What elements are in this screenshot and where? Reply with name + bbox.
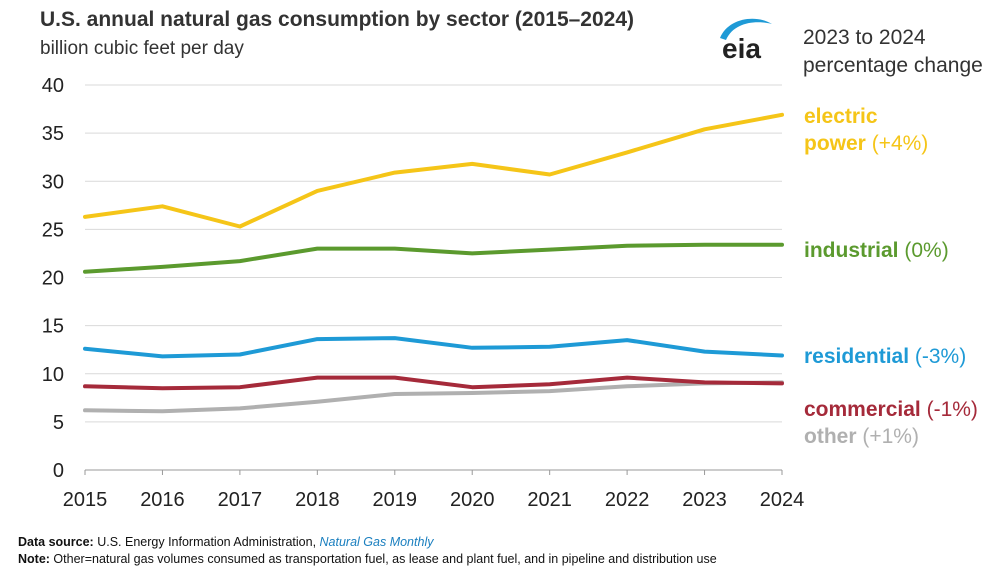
series-line-other — [83, 380, 784, 414]
y-tick-label: 30 — [42, 171, 64, 193]
x-tick-label: 2024 — [760, 489, 805, 511]
y-tick-label: 20 — [42, 268, 64, 290]
x-tick-label: 2022 — [605, 489, 650, 511]
industrial-label: industrial — [804, 239, 899, 262]
source-link[interactable]: Natural Gas Monthly — [319, 535, 434, 549]
y-tick-label: 40 — [42, 75, 64, 97]
pct-heading-line1: 2023 to 2024 — [803, 26, 926, 49]
x-tick-label: 2020 — [450, 489, 495, 511]
logo-swoosh — [720, 18, 772, 40]
x-tick-label: 2021 — [527, 489, 572, 511]
y-tick-label: 0 — [53, 460, 64, 482]
series-label-residential: residential (-3%) — [804, 343, 966, 370]
x-tick-label: 2019 — [373, 489, 418, 511]
x-tick-label: 2018 — [295, 489, 340, 511]
commercial-label: commercial — [804, 398, 921, 421]
residential-change: (-3%) — [914, 345, 967, 368]
pct-heading-line2: percentage change — [803, 54, 983, 77]
chart-title: U.S. annual natural gas consumption by s… — [40, 8, 635, 31]
chart-subtitle: billion cubic feet per day — [40, 38, 244, 59]
series-label-commercial: commercial (-1%) — [804, 396, 978, 423]
series-label-electric-power: electric power (+4%) — [804, 103, 928, 157]
industrial-change: (0%) — [904, 239, 949, 262]
data-source-note: Data source: U.S. Energy Information Adm… — [18, 535, 433, 549]
residential-label: residential — [804, 345, 910, 368]
series-label-industrial: industrial (0%) — [804, 237, 949, 264]
source-text: U.S. Energy Information Administration, — [93, 535, 320, 549]
electric-label-line1: electric — [804, 105, 878, 128]
x-tick-label: 2023 — [682, 489, 727, 511]
series-line-industrial — [83, 242, 784, 274]
series-label-other: other (+1%) — [804, 423, 919, 450]
note-text: Other=natural gas volumes consumed as tr… — [49, 552, 717, 566]
y-tick-label: 5 — [53, 412, 64, 434]
logo-text: eia — [722, 33, 761, 62]
series-line-residential — [83, 336, 784, 359]
series-line-commercial — [83, 375, 784, 391]
y-tick-label: 15 — [42, 316, 64, 338]
x-tick-label: 2015 — [63, 489, 108, 511]
commercial-change: (-1%) — [926, 398, 978, 421]
footnote: Note: Other=natural gas volumes consumed… — [18, 552, 717, 566]
y-tick-label: 25 — [42, 219, 64, 241]
electric-label-line2: power — [804, 132, 866, 155]
x-tick-label: 2017 — [218, 489, 263, 511]
percentage-change-heading: 2023 to 2024 percentage change — [803, 24, 983, 80]
x-tick-label: 2016 — [140, 489, 185, 511]
eia-logo: eia — [720, 18, 772, 62]
other-label: other — [804, 425, 857, 448]
electric-change: (+4%) — [871, 132, 929, 155]
y-tick-label: 35 — [42, 123, 64, 145]
note-label: Note: — [18, 552, 50, 566]
source-label: Data source: — [18, 535, 94, 549]
series-line-electric-power — [83, 112, 784, 229]
y-tick-label: 10 — [42, 364, 64, 386]
other-change: (+1%) — [862, 425, 919, 448]
